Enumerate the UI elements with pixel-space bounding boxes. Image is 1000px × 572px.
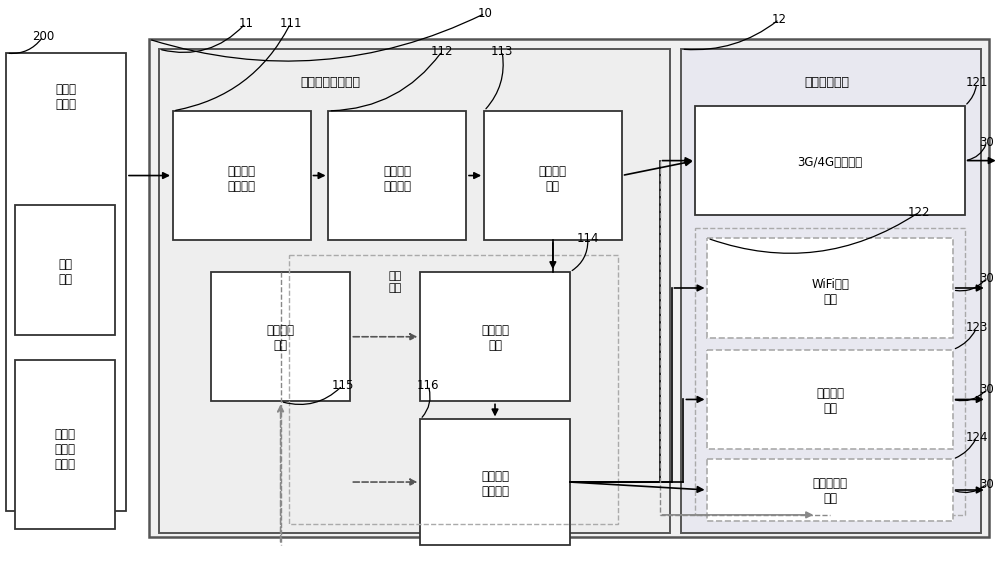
Bar: [707, 238, 953, 337]
Text: 30: 30: [979, 272, 994, 284]
Text: 121: 121: [965, 77, 988, 89]
Text: 视频压缩
模块: 视频压缩 模块: [481, 324, 509, 352]
Bar: [211, 272, 350, 402]
Text: 光纤通信
模块: 光纤通信 模块: [816, 387, 844, 415]
Text: 200: 200: [32, 30, 54, 43]
Text: 30: 30: [979, 478, 994, 491]
Text: 视频图像
拆分模块: 视频图像 拆分模块: [481, 470, 509, 498]
Bar: [420, 419, 570, 545]
Text: 30: 30: [979, 383, 994, 396]
Text: 11: 11: [238, 17, 253, 30]
Text: 图像格式
转换模块: 图像格式 转换模块: [228, 165, 256, 193]
Text: 参数设置
模块: 参数设置 模块: [267, 324, 295, 352]
Bar: [159, 49, 670, 533]
Text: 光学
镜头: 光学 镜头: [58, 258, 72, 286]
Bar: [695, 228, 965, 515]
Bar: [707, 349, 953, 449]
Text: 122: 122: [908, 206, 930, 219]
Text: 112: 112: [431, 45, 453, 58]
Bar: [681, 49, 981, 533]
Bar: [173, 111, 311, 240]
Bar: [149, 39, 989, 537]
Text: 图局采
集模块: 图局采 集模块: [56, 83, 77, 111]
Text: 12: 12: [772, 13, 787, 26]
Text: 3G/4G通信模块: 3G/4G通信模块: [798, 156, 863, 169]
Bar: [328, 111, 466, 240]
Text: 124: 124: [965, 431, 988, 444]
Text: 10: 10: [478, 7, 492, 20]
Text: 光学图
像传感
器模块: 光学图 像传感 器模块: [55, 428, 76, 471]
Bar: [6, 53, 126, 511]
Text: 设定
参数: 设定 参数: [389, 271, 402, 293]
Bar: [707, 459, 953, 521]
Bar: [420, 272, 570, 402]
Text: 以太网通信
模块: 以太网通信 模块: [813, 477, 848, 505]
Text: 123: 123: [965, 321, 988, 334]
Text: 114: 114: [577, 232, 599, 245]
Text: 115: 115: [331, 379, 354, 392]
Text: 时序调整
模块: 时序调整 模块: [539, 165, 567, 193]
Bar: [15, 205, 115, 335]
Text: 色彩空间
变换模块: 色彩空间 变换模块: [383, 165, 411, 193]
Text: 111: 111: [279, 17, 302, 30]
Text: 视频图像处理模块: 视频图像处理模块: [300, 77, 360, 89]
Text: 视频传输模块: 视频传输模块: [805, 77, 850, 89]
Text: 113: 113: [491, 45, 513, 58]
Text: 30: 30: [979, 136, 994, 149]
Bar: [695, 106, 965, 215]
Text: 116: 116: [417, 379, 439, 392]
Text: WiFi通信
模块: WiFi通信 模块: [811, 278, 849, 306]
Bar: [484, 111, 622, 240]
Bar: [15, 360, 115, 529]
Bar: [289, 255, 618, 524]
